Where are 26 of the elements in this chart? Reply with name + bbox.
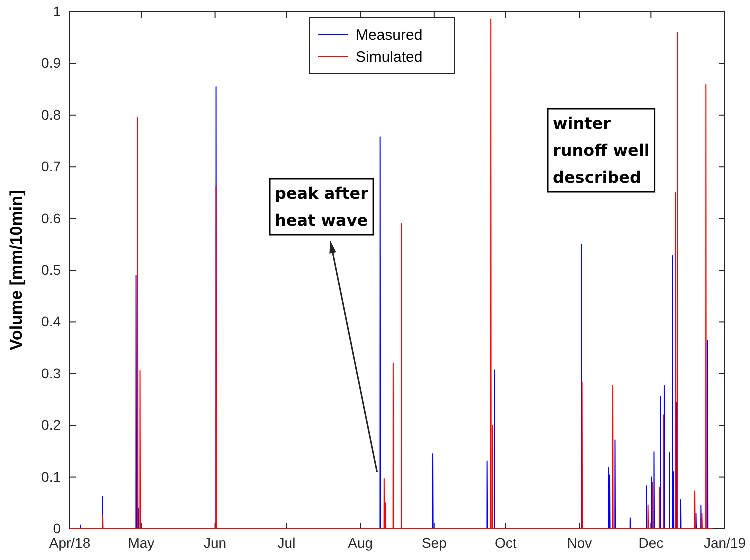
legend-label: Simulated bbox=[356, 49, 423, 66]
annotation: winter runoff well described bbox=[553, 114, 650, 187]
x-tick-label: Sep bbox=[422, 534, 448, 551]
x-tick-label: Jan/19 bbox=[704, 534, 746, 551]
y-tick-label: 1 bbox=[53, 3, 62, 20]
y-tick-label: 0.9 bbox=[42, 55, 62, 72]
y-tick-label: 0.8 bbox=[42, 106, 62, 123]
x-tick-label: Apr/18 bbox=[49, 534, 91, 551]
y-tick-label: 0.7 bbox=[42, 158, 62, 175]
y-tick-label: 0.4 bbox=[42, 314, 62, 330]
x-tick-label: Jul bbox=[278, 534, 296, 551]
y-tick-label: 0.3 bbox=[42, 365, 62, 382]
y-tick-label: 0.1 bbox=[42, 468, 62, 485]
y-axis-title: Volume [mm/10min] bbox=[7, 190, 26, 351]
y-tick-label: 0.6 bbox=[42, 210, 62, 226]
x-tick-label: Dec bbox=[638, 534, 664, 551]
x-tick-label: May bbox=[128, 534, 155, 551]
legend-label: Measured bbox=[356, 27, 423, 44]
x-tick-label: Oct bbox=[494, 534, 517, 551]
x-tick-label: Aug bbox=[348, 534, 374, 551]
y-tick-label: 0.5 bbox=[42, 262, 62, 278]
x-tick-label: Jun bbox=[204, 534, 227, 551]
annotation: peak after heat wave bbox=[275, 184, 369, 230]
x-tick-label: Nov bbox=[567, 534, 592, 551]
y-tick-label: 0 bbox=[53, 520, 62, 536]
y-tick-label: 0.2 bbox=[42, 417, 62, 434]
